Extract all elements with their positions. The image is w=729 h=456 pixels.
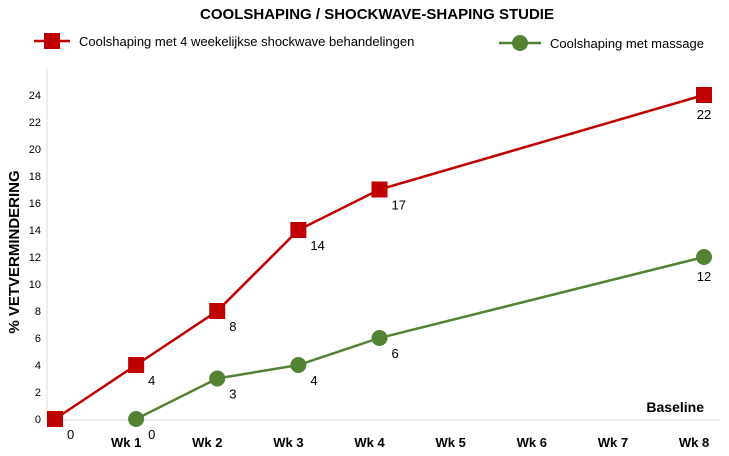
x-tick-label: Wk 5 <box>435 435 465 450</box>
y-tick-label: 8 <box>35 306 41 318</box>
legend-item-series-1: Coolshaping met 4 weekelijkse shockwave … <box>34 33 414 49</box>
data-point <box>209 303 226 319</box>
data-label: 17 <box>392 198 406 213</box>
x-tick-label: Wk 3 <box>273 435 303 450</box>
data-point <box>290 222 307 238</box>
data-label: 8 <box>229 319 236 334</box>
x-tick-label: Wk 6 <box>517 435 547 450</box>
data-label: 6 <box>392 346 399 361</box>
y-axis-label: % VETVERMINDERING <box>6 170 23 333</box>
x-tick-label: Wk 8 <box>679 435 709 450</box>
series-2: 0 3 4 6 12 <box>128 249 712 442</box>
y-tick-label: 10 <box>29 279 41 291</box>
x-tick-label: Wk 1 <box>111 435 141 450</box>
x-axis-label: Baseline <box>646 399 704 415</box>
data-label: 4 <box>310 373 317 388</box>
data-point <box>128 411 145 427</box>
y-tick-label: 22 <box>29 117 41 129</box>
legend: Coolshaping met 4 weekelijkse shockwave … <box>34 33 704 51</box>
x-tick-label: Wk 4 <box>354 435 385 450</box>
data-point <box>128 357 145 373</box>
data-point <box>290 357 307 373</box>
data-point <box>47 411 63 427</box>
data-point <box>371 330 388 346</box>
series-line <box>135 255 705 421</box>
y-tick-label: 4 <box>35 360 41 372</box>
data-point <box>371 181 388 198</box>
y-tick-label: 16 <box>29 198 41 210</box>
data-point <box>209 370 226 387</box>
data-label: 12 <box>697 269 711 284</box>
data-label: 0 <box>67 427 74 442</box>
x-tick-label: Wk 7 <box>598 435 628 450</box>
data-label: 3 <box>229 387 236 402</box>
y-tick-label: 14 <box>29 225 41 237</box>
data-label: 0 <box>148 427 155 442</box>
series-line <box>54 93 705 421</box>
y-tick-label: 6 <box>35 333 41 345</box>
y-tick-label: 0 <box>35 414 41 426</box>
series-layer: 0 4 8 14 17 22 0 3 4 6 12 <box>47 87 712 442</box>
y-tick-label: 18 <box>29 171 41 183</box>
legend-label-series-2: Coolshaping met massage <box>550 36 704 51</box>
y-tick-label: 2 <box>35 387 41 399</box>
y-tick-label: 12 <box>29 252 41 264</box>
data-label: 14 <box>310 238 324 253</box>
data-point <box>696 249 712 265</box>
chart-title: COOLSHAPING / SHOCKWAVE-SHAPING STUDIE <box>200 6 554 23</box>
data-point <box>696 87 712 103</box>
x-tick-labels: Wk 1 Wk 2 Wk 3 Wk 4 Wk 5 Wk 6 Wk 7 Wk 8 <box>111 435 709 450</box>
data-label: 4 <box>148 373 155 388</box>
legend-item-series-2: Coolshaping met massage <box>499 35 704 51</box>
series-1: 0 4 8 14 17 22 <box>47 87 712 442</box>
y-tick-label: 24 <box>29 90 41 102</box>
x-tick-label: Wk 2 <box>192 435 222 450</box>
y-tick-label: 20 <box>29 144 41 156</box>
data-label: 22 <box>697 107 711 122</box>
legend-label-series-1: Coolshaping met 4 weekelijkse shockwave … <box>79 34 414 49</box>
